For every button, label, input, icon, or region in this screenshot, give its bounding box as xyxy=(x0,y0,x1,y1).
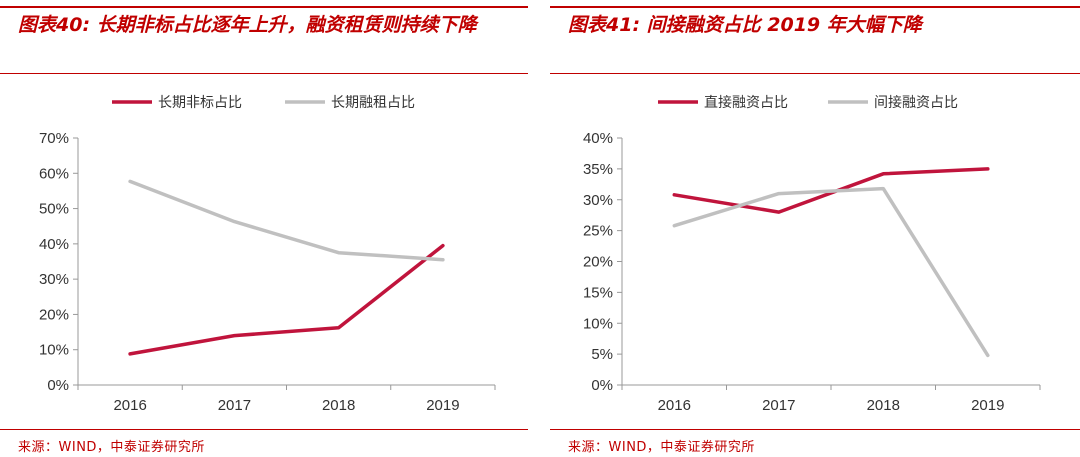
top-rule xyxy=(550,6,1080,8)
y-tick-label: 50% xyxy=(39,201,69,218)
legend-label: 长期非标占比 xyxy=(158,95,242,111)
x-tick-label: 2018 xyxy=(867,397,900,414)
source-note: 来源：WIND，中泰证券研究所 xyxy=(568,440,755,455)
y-tick-label: 40% xyxy=(583,130,613,147)
x-tick-label: 2019 xyxy=(971,397,1004,414)
top-rule xyxy=(0,6,528,8)
y-tick-label: 30% xyxy=(39,271,69,288)
source-divider xyxy=(0,429,528,430)
series-line-2 xyxy=(128,179,445,262)
line-chart-long-term-ratio: 长期非标占比 长期融租占比 0% 10% 20% 30% 40% 50% 60% 70% 2016 2… xyxy=(39,95,496,414)
y-tick-label: 60% xyxy=(39,165,69,182)
chart-title: 图表40: 长期非标占比逐年上升，融资租赁则持续下降 xyxy=(18,14,477,36)
line-chart-financing-ratio: 直接融资占比 间接融资占比 0% 5% 10% 15% 20% 25% 30% 35% 40% 201… xyxy=(583,94,1041,414)
y-tick-label: 0% xyxy=(591,377,613,394)
y-tick-label: 20% xyxy=(39,306,69,323)
y-tick-label: 10% xyxy=(39,342,69,359)
source-note: 来源：WIND，中泰证券研究所 xyxy=(18,440,205,455)
title-divider xyxy=(0,73,528,74)
y-tick-label: 25% xyxy=(583,223,613,240)
y-tick-label: 0% xyxy=(47,377,69,394)
source-divider xyxy=(550,429,1080,430)
y-tick-label: 70% xyxy=(39,130,69,147)
y-tick-label: 30% xyxy=(583,192,613,209)
legend-label: 长期融租占比 xyxy=(331,95,415,111)
y-tick-label: 15% xyxy=(583,284,613,301)
legend-label: 直接融资占比 xyxy=(704,94,788,111)
y-tick-label: 5% xyxy=(591,346,613,363)
left-chart-panel: 图表40: 长期非标占比逐年上升，融资租赁则持续下降 长期非标占比 长期融租占比 0… xyxy=(0,0,528,457)
chart-title: 图表41: 间接融资占比 2019 年大幅下降 xyxy=(568,14,922,36)
y-tick-label: 10% xyxy=(583,315,613,332)
x-tick-label: 2019 xyxy=(426,397,459,414)
title-divider xyxy=(550,73,1080,74)
y-tick-label: 35% xyxy=(583,161,613,178)
series-line-1 xyxy=(128,243,445,356)
x-tick-label: 2017 xyxy=(762,397,795,414)
x-tick-label: 2016 xyxy=(113,397,146,414)
x-tick-label: 2017 xyxy=(218,397,251,414)
right-chart-panel: 图表41: 间接融资占比 2019 年大幅下降 直接融资占比 间接融资占比 0% 5%… xyxy=(550,0,1080,457)
x-tick-label: 2016 xyxy=(658,397,691,414)
y-tick-label: 20% xyxy=(583,254,613,271)
x-tick-label: 2018 xyxy=(322,397,355,414)
series-line-1 xyxy=(672,167,990,214)
y-tick-label: 40% xyxy=(39,236,69,253)
legend-label: 间接融资占比 xyxy=(874,94,958,111)
series-line-2 xyxy=(672,186,990,358)
